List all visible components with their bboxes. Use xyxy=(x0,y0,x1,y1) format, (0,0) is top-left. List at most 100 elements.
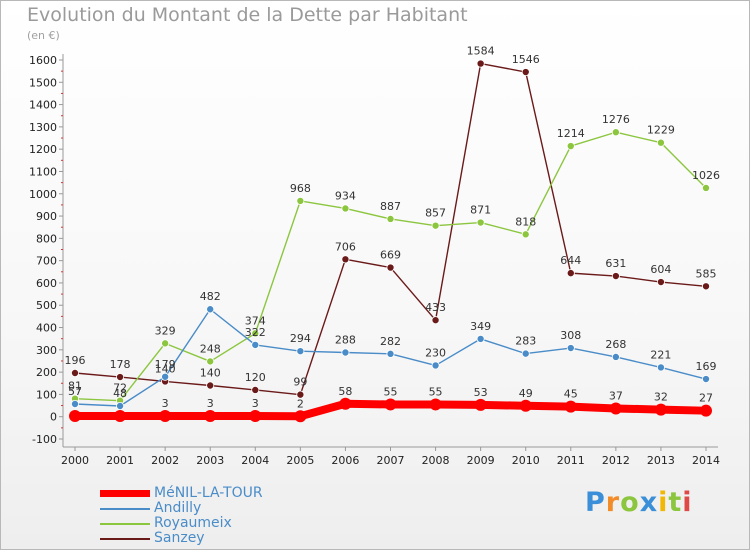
x-tick-label: 2014 xyxy=(692,454,720,467)
data-label: 887 xyxy=(380,200,401,213)
data-label: 282 xyxy=(380,335,401,348)
x-tick-label: 2005 xyxy=(286,454,314,467)
data-label: 58 xyxy=(338,385,352,398)
data-label: 706 xyxy=(335,240,356,253)
logo-letter: i xyxy=(658,487,669,518)
x-tick-label: 2003 xyxy=(196,454,224,467)
data-label: 322 xyxy=(245,326,266,339)
data-label: 196 xyxy=(65,354,86,367)
data-point xyxy=(71,399,80,408)
logo-letter: i xyxy=(682,487,693,518)
data-point xyxy=(431,221,440,230)
data-label: 374 xyxy=(245,314,266,327)
data-point xyxy=(251,329,260,338)
x-tick-label: 2001 xyxy=(106,454,134,467)
data-point xyxy=(702,282,711,291)
data-label: 72 xyxy=(113,382,127,395)
x-tick-label: 2011 xyxy=(557,454,585,467)
data-label: 3 xyxy=(207,397,214,410)
data-label: 55 xyxy=(384,385,398,398)
y-tick-label: 1000 xyxy=(29,188,57,201)
y-tick-label: 700 xyxy=(36,255,57,268)
chart-unit: (en €) xyxy=(27,29,60,42)
data-label: 45 xyxy=(564,388,578,401)
data-point xyxy=(521,349,530,358)
x-tick-label: 2007 xyxy=(377,454,405,467)
data-label: 230 xyxy=(425,346,446,359)
data-label: 1214 xyxy=(557,127,585,140)
legend-label: Royaumeix xyxy=(154,515,232,531)
data-point xyxy=(429,398,442,411)
y-tick-label: 600 xyxy=(36,277,57,290)
data-label: 2 xyxy=(297,397,304,410)
data-label: 48 xyxy=(113,387,127,400)
data-label: 433 xyxy=(425,301,446,314)
data-point xyxy=(386,349,395,358)
data-label: 99 xyxy=(293,376,307,389)
data-point xyxy=(654,403,667,416)
legend-label: Andilly xyxy=(154,500,202,516)
y-tick-label: 900 xyxy=(36,210,57,223)
chart-title: Evolution du Montant de la Dette par Hab… xyxy=(27,4,468,26)
data-point xyxy=(161,372,170,381)
data-label: 1229 xyxy=(647,124,675,137)
x-tick-label: 2013 xyxy=(647,454,675,467)
data-label: 329 xyxy=(155,324,176,337)
data-label: 178 xyxy=(110,358,131,371)
data-label: 1026 xyxy=(692,169,720,182)
y-tick-label: 1300 xyxy=(29,121,57,134)
data-label: 482 xyxy=(200,290,221,303)
data-point xyxy=(204,410,217,423)
data-label: 57 xyxy=(68,385,82,398)
y-tick-label: 400 xyxy=(36,322,57,335)
y-tick-label: 1200 xyxy=(29,143,57,156)
data-label: 644 xyxy=(560,254,581,267)
data-point xyxy=(476,334,485,343)
data-point xyxy=(341,348,350,357)
data-point xyxy=(384,398,397,411)
data-label: 1276 xyxy=(602,113,630,126)
y-tick-label: 1500 xyxy=(29,76,57,89)
data-point xyxy=(656,363,665,372)
data-point xyxy=(386,263,395,272)
y-tick-label: 0 xyxy=(50,411,57,424)
data-point xyxy=(474,398,487,411)
y-tick-label: -100 xyxy=(32,433,57,446)
data-point xyxy=(611,272,620,281)
data-label: 53 xyxy=(474,386,488,399)
data-point xyxy=(296,196,305,205)
x-tick-label: 2009 xyxy=(467,454,495,467)
data-label: 585 xyxy=(696,267,717,280)
data-label: 81 xyxy=(68,380,82,393)
data-label: 308 xyxy=(560,329,581,342)
data-point xyxy=(566,269,575,278)
legend-label: MéNIL-LA-TOUR xyxy=(154,485,263,501)
data-label: 968 xyxy=(290,182,311,195)
data-point xyxy=(702,183,711,192)
legend-swatch xyxy=(100,538,150,540)
data-point xyxy=(476,218,485,227)
data-point xyxy=(206,381,215,390)
series-layer xyxy=(69,59,712,423)
data-label: 1584 xyxy=(467,45,495,58)
data-label: 283 xyxy=(515,335,536,348)
data-point xyxy=(566,344,575,353)
data-point xyxy=(564,400,577,413)
data-label: 288 xyxy=(335,333,356,346)
data-label: 169 xyxy=(696,360,717,373)
y-tick-label: 1400 xyxy=(29,99,57,112)
y-tick-label: 1100 xyxy=(29,165,57,178)
data-label: 871 xyxy=(470,204,491,217)
data-point xyxy=(339,397,352,410)
data-label: 294 xyxy=(290,332,311,345)
data-label: 140 xyxy=(200,366,221,379)
data-label: 268 xyxy=(605,338,626,351)
data-label: 49 xyxy=(519,387,533,400)
data-label: 27 xyxy=(699,392,713,405)
data-label: 120 xyxy=(245,371,266,384)
data-point xyxy=(386,214,395,223)
data-point xyxy=(702,375,711,384)
data-label: 934 xyxy=(335,189,356,202)
data-label: 32 xyxy=(654,391,668,404)
